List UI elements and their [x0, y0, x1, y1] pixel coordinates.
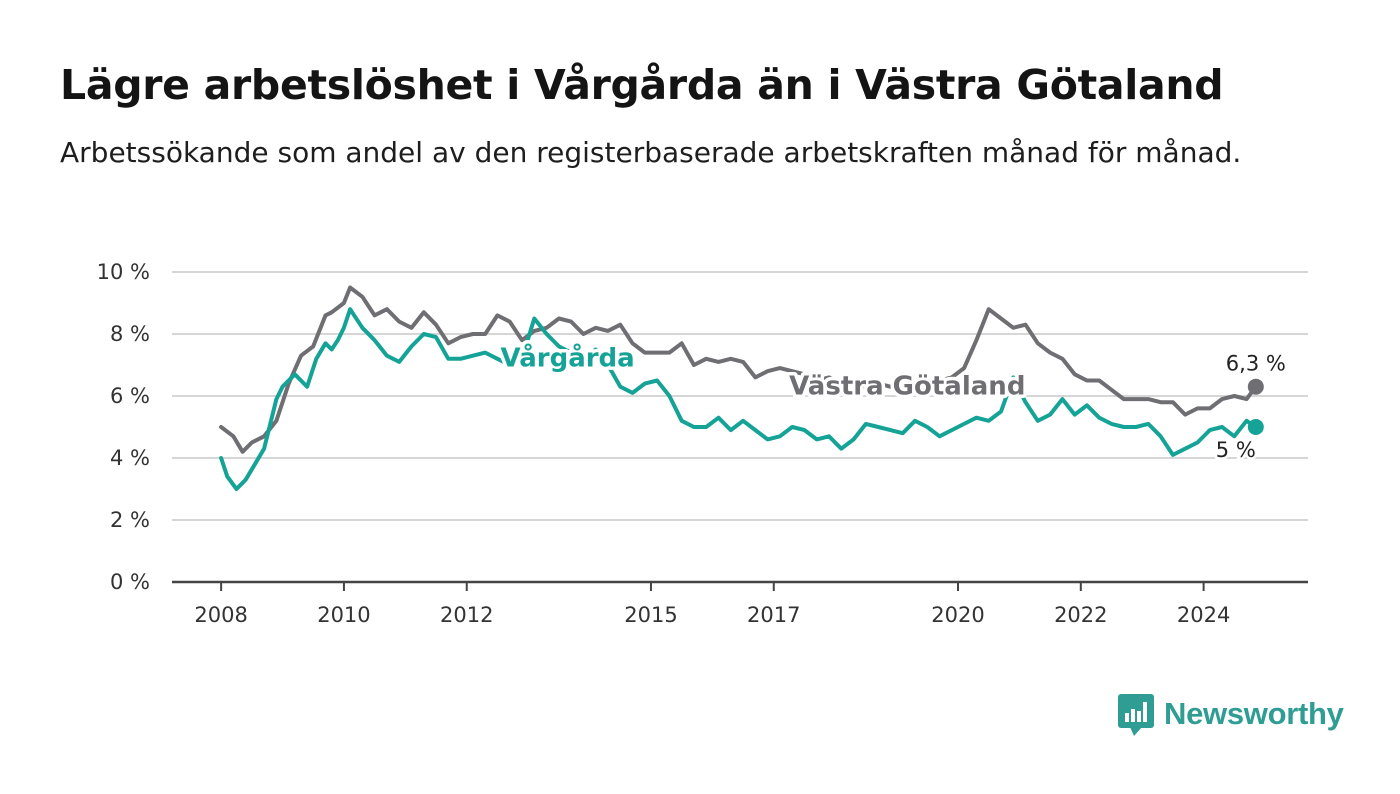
x-tick-label: 2020 [931, 603, 984, 627]
series-labels: Västra Götaland 6,3 % Vårgårda 5 % [497, 338, 1288, 464]
newsworthy-brand: Newsworthy [1118, 690, 1344, 738]
y-tick-label: 4 % [110, 446, 150, 470]
y-axis-ticks: 0 % 2 % 4 % 6 % 8 % 10 % [97, 260, 150, 594]
x-tick-label: 2012 [440, 603, 493, 627]
series-line [219, 285, 1258, 454]
y-tick-label: 2 % [110, 508, 150, 532]
series-line [219, 307, 1258, 491]
grid-lines [172, 271, 1308, 521]
series-name-label: Vårgårda [501, 342, 635, 374]
x-tick-label: 2017 [747, 603, 800, 627]
x-tick-label: 2024 [1177, 603, 1230, 627]
y-tick-label: 6 % [110, 384, 150, 408]
x-tick-label: 2015 [624, 603, 677, 627]
x-tick-label: 2010 [317, 603, 370, 627]
x-tick-label: 2022 [1054, 603, 1107, 627]
series-end-value-label: 5 % [1216, 438, 1256, 462]
series-name-label: Västra Götaland [789, 371, 1025, 401]
series-end-value-label: 6,3 % [1226, 352, 1286, 376]
chart-title: Lägre arbetslöshet i Vårgårda än i Västr… [60, 61, 1224, 109]
chart-subtitle: Arbetssökande som andel av den registerb… [60, 136, 1242, 169]
y-tick-label: 8 % [110, 322, 150, 346]
y-tick-label: 10 % [97, 260, 150, 284]
series-group [219, 285, 1264, 491]
series-end-marker [1247, 419, 1264, 435]
y-tick-label: 0 % [110, 570, 150, 594]
x-axis-ticks: 2008 2010 2012 2015 2017 2020 2022 2024 [194, 582, 1230, 627]
newsworthy-logo-icon [1118, 694, 1154, 736]
series-end-marker [1247, 378, 1264, 395]
brand-name: Newsworthy [1164, 696, 1344, 731]
x-tick-label: 2008 [194, 603, 247, 627]
